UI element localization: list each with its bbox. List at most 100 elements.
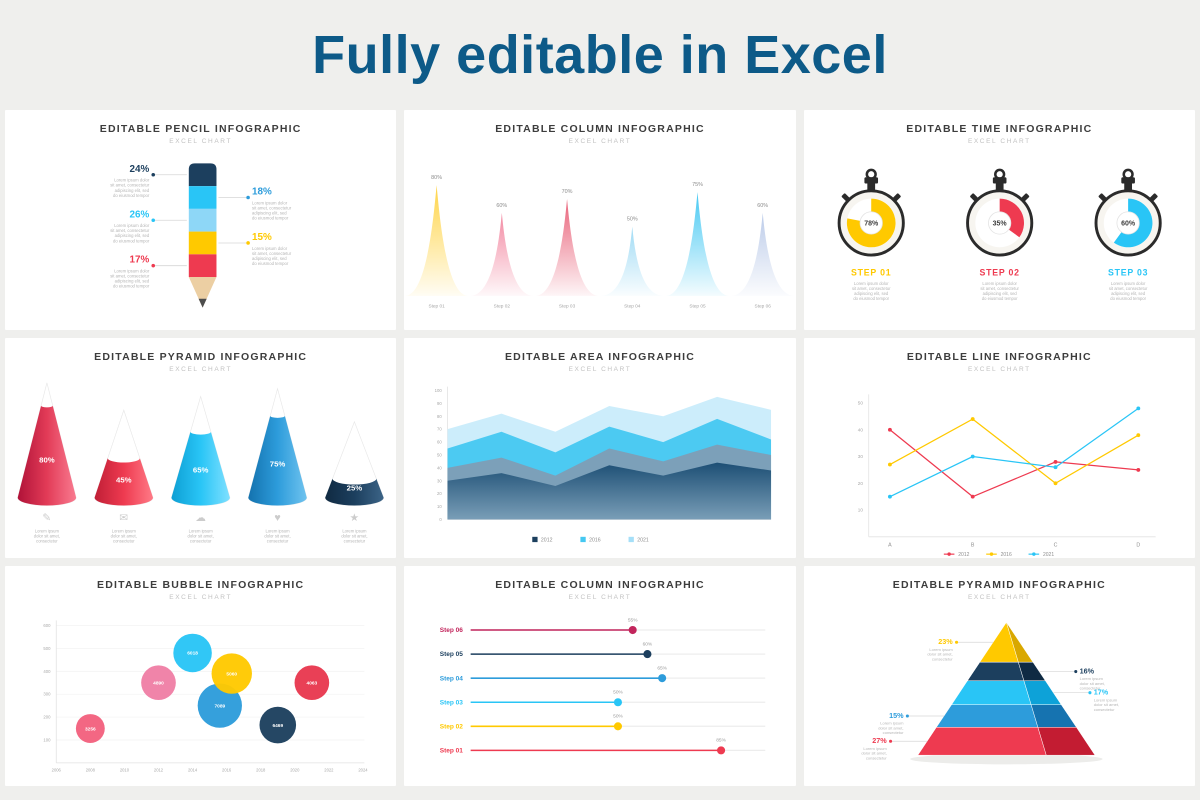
legend-swatch [532,536,538,543]
bubble-label: 3256 [85,726,96,732]
stopwatch-chart: 78% STEP 01 Lorem ipsum dolor sit amet, con… [804,149,1195,330]
spike-shape [470,212,534,296]
pyramid-layer-side [1037,727,1096,756]
x-tick-label: B [971,542,975,548]
panel-time-infographic: EDITABLE TIME INFOGRAPHIC EXCEL CHART 78… [803,110,1195,330]
panel-subtitle: EXCEL CHART [967,138,1031,145]
page-header: Fully editable in Excel [0,0,1200,110]
data-point [887,462,892,467]
data-point [970,417,975,421]
x-tick-label: 2024 [358,768,368,773]
panel-title: EDITABLE PYRAMID INFOGRAPHIC [94,351,308,363]
y-tick-label: 40 [437,465,442,470]
caption-text: Lorem ipsum dolor sit amet, consectetur ad… [1109,281,1148,301]
caption-text: Lorem ipsum dolor sit amet, consectetur [188,529,214,544]
value-label: 85% [717,738,727,744]
caption-text: Lorem ipsum dolor sit amet, consectetur [1079,676,1104,690]
pyramid-layer-front [917,727,1047,756]
panel-title: EDITABLE COLUMN INFOGRAPHIC [495,123,705,135]
connector-dot [1088,691,1092,695]
value-label: 60% [758,203,769,209]
area-series-layer-navy [447,462,772,520]
x-tick-label: 2022 [324,768,334,773]
percent-label: 75% [270,460,286,469]
y-tick-label: 600 [43,623,51,628]
panels-grid: EDITABLE PENCIL INFOGRAPHIC EXCEL CHART … [0,110,1200,786]
legend-swatch [580,536,587,543]
spike-shape [600,226,665,296]
bubble [211,653,252,694]
lollipop-dot [614,698,623,707]
panel-cone-pyramid-infographic: EDITABLE PYRAMID INFOGRAPHIC EXCEL CHART… [5,338,397,558]
data-point [1053,465,1058,470]
stopwatch-stem [1123,183,1132,191]
percent-label: 35% [992,220,1007,227]
percent-label: 26% [130,209,150,220]
lollipop-dot [658,674,667,683]
y-tick-label: 90 [437,401,442,406]
caption-text: Lorem ipsum dolor sit amet, consectetur [34,529,60,544]
cone-colored-part [17,405,77,506]
stopwatch-button-cap [992,177,1007,184]
lollipop-dot [614,722,623,731]
x-tick-label: 2020 [290,768,300,773]
legend-dot [1031,552,1036,556]
step-label: Step 02 [440,723,464,730]
y-tick-label: 30 [437,478,442,483]
percent-label: 18% [252,187,272,198]
value-label: 55% [628,617,638,623]
percent-label: 17% [1093,688,1108,697]
step-label: Step 04 [440,675,464,682]
caption-text: Lorem ipsum dolor sit amet, consectetur ad… [110,178,150,198]
connector-dot [151,172,156,177]
y-tick-label: 20 [857,481,863,486]
step-label: Step 03 [440,699,464,706]
legend-dot [947,552,951,556]
value-label: 75% [692,182,703,188]
category-label: Step 06 [755,304,772,310]
percent-label: 27% [872,736,887,745]
pyramid-layer-front [935,704,1038,728]
stopwatch-infographic: 78% STEP 01 Lorem ipsum dolor sit amet, con… [837,168,1162,301]
panel-subtitle: EXCEL CHART [169,594,233,601]
panel-subtitle: EXCEL CHART [169,138,233,145]
connector-dot [905,714,909,718]
pyramid-layer-front [950,680,1032,705]
caption-text: Lorem ipsum dolor sit amet, consectetur ad… [252,246,292,266]
pyramid-layer-side [1030,704,1077,728]
panel-title: EDITABLE COLUMN INFOGRAPHIC [495,579,705,591]
data-point [1136,406,1140,411]
y-tick-label: 0 [440,517,443,522]
connector-dot [1073,669,1077,674]
data-point [1053,459,1058,464]
bubble-label: 7089 [215,703,226,709]
value-label: 65% [658,666,668,672]
y-tick-label: 20 [437,491,442,496]
horizontal-lollipop-chart: 55% Step 06 60% Step 05 65% Step 04 50% Step 03… [440,617,766,755]
step-label: STEP 01 [851,268,891,278]
lollipop-chart: 55% Step 06 60% Step 05 65% Step 04 50% Step 03… [404,605,795,786]
caption-text: Lorem ipsum dolor sit amet, consectetur [927,647,953,661]
legend-label: 2016 [589,538,601,544]
line-chart: 10 20 30 40 50 A B C D 2012 2016 2021 [857,394,1156,558]
pyramid-layer-front [966,661,1024,682]
dial-center [859,211,883,235]
connector-dot [151,263,156,268]
line-series-2012 [889,429,1139,498]
lollipop-dot [643,650,652,659]
legend-label: 2021 [638,538,650,544]
percent-label: 60% [1121,220,1136,227]
panel-subtitle: EXCEL CHART [169,366,233,373]
lollipop-dot [717,746,726,755]
bubble [259,706,297,744]
panel-area-infographic: EDITABLE AREA INFOGRAPHIC EXCEL CHART 0 1… [404,338,796,558]
x-tick-label: 2006 [52,768,62,773]
percent-label: 23% [938,637,953,646]
data-point [1136,433,1140,438]
bubble-label: 5060 [226,671,237,677]
data-point [887,427,892,432]
x-tick-label: A [888,542,892,548]
stopwatch-button-cap [1120,177,1135,184]
category-label: Step 04 [624,304,641,310]
x-tick-label: C [1053,542,1057,548]
